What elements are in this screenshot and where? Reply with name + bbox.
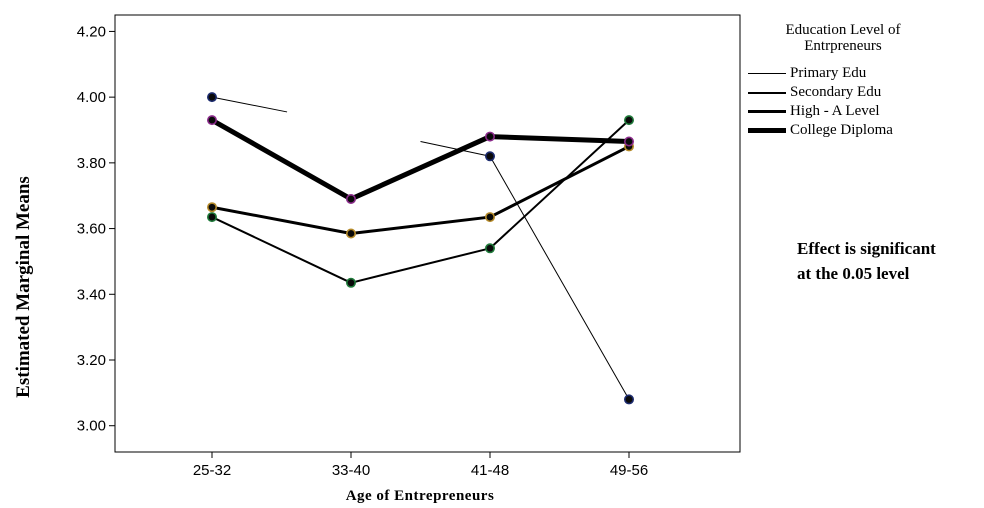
data-point-secondary-edu <box>484 243 495 254</box>
x-axis-ticks: 25-32 33-40 41-48 49-56 <box>193 452 648 479</box>
x-tick-label: 25-32 <box>193 462 231 479</box>
data-point-secondary-edu <box>345 277 356 288</box>
legend: Primary Edu Secondary Edu High - A Level… <box>748 64 893 140</box>
legend-label: High - A Level <box>790 103 880 119</box>
legend-item-primary-edu: Primary Edu <box>748 64 893 83</box>
plot-area-frame <box>114 14 741 453</box>
data-point-secondary-edu <box>623 115 634 126</box>
y-tick-label: 4.00 <box>77 89 106 106</box>
legend-swatch-high-a-level <box>748 110 786 113</box>
series-line-primary-edu <box>211 96 288 113</box>
series-lines <box>209 96 632 400</box>
x-tick-label: 33-40 <box>332 462 370 479</box>
series-line-secondary-edu <box>211 216 352 284</box>
legend-swatch-primary-edu <box>748 73 786 74</box>
y-tick-label: 3.80 <box>77 155 106 172</box>
significance-note-line-1: Effect is significant <box>797 239 936 258</box>
x-axis-label: Age of Entrepreneurs <box>345 488 495 504</box>
legend-item-high-a-level: High - A Level <box>748 102 893 121</box>
legend-label: Primary Edu <box>790 65 867 81</box>
x-tick-label: 49-56 <box>610 462 648 479</box>
legend-swatch-college-diploma <box>748 128 786 133</box>
data-point-high-a-level <box>345 228 356 239</box>
series-line-primary-edu <box>489 155 630 400</box>
significance-note: Effect is significant at the 0.05 level <box>797 236 936 286</box>
y-axis-ticks: 3.00 3.20 3.40 3.60 3.80 4.00 4.20 <box>77 23 115 435</box>
series-line-college-diploma <box>209 117 354 202</box>
data-point-high-a-level <box>484 212 495 223</box>
data-point-secondary-edu <box>207 212 218 223</box>
series-line-high-a-level <box>210 205 353 235</box>
data-point-primary-edu <box>484 151 495 162</box>
series-line-primary-edu <box>420 141 491 157</box>
x-tick-label: 41-48 <box>471 462 509 479</box>
data-point-primary-edu <box>623 394 634 405</box>
data-point-primary-edu <box>207 92 218 103</box>
data-point-high-a-level <box>207 202 218 213</box>
data-point-college-diploma <box>484 131 495 142</box>
y-tick-label: 3.40 <box>77 286 106 303</box>
legend-swatch-secondary-edu <box>748 91 786 94</box>
series-line-high-a-level <box>349 215 492 235</box>
y-tick-label: 3.20 <box>77 352 106 369</box>
data-point-college-diploma <box>623 136 634 147</box>
y-tick-label: 3.60 <box>77 221 106 238</box>
data-point-college-diploma <box>207 115 218 126</box>
legend-item-secondary-edu: Secondary Edu <box>748 83 893 102</box>
legend-label: Secondary Edu <box>790 84 882 100</box>
y-tick-label: 4.20 <box>77 23 106 40</box>
y-tick-label: 3.00 <box>77 418 106 435</box>
series-line-high-a-level <box>488 144 631 219</box>
data-point-college-diploma <box>345 194 356 205</box>
legend-title: Education Level of Entrpreneurs <box>785 22 901 54</box>
series-line-college-diploma <box>348 134 493 202</box>
y-axis-label: Estimated Marginal Means <box>13 176 34 398</box>
series-line-secondary-edu <box>350 247 491 284</box>
series-markers <box>207 92 634 405</box>
legend-label: College Diploma <box>790 122 893 138</box>
significance-note-line-2: at the 0.05 level <box>797 264 910 283</box>
series-line-college-diploma <box>487 134 632 144</box>
legend-item-college-diploma: College Diploma <box>748 121 893 140</box>
